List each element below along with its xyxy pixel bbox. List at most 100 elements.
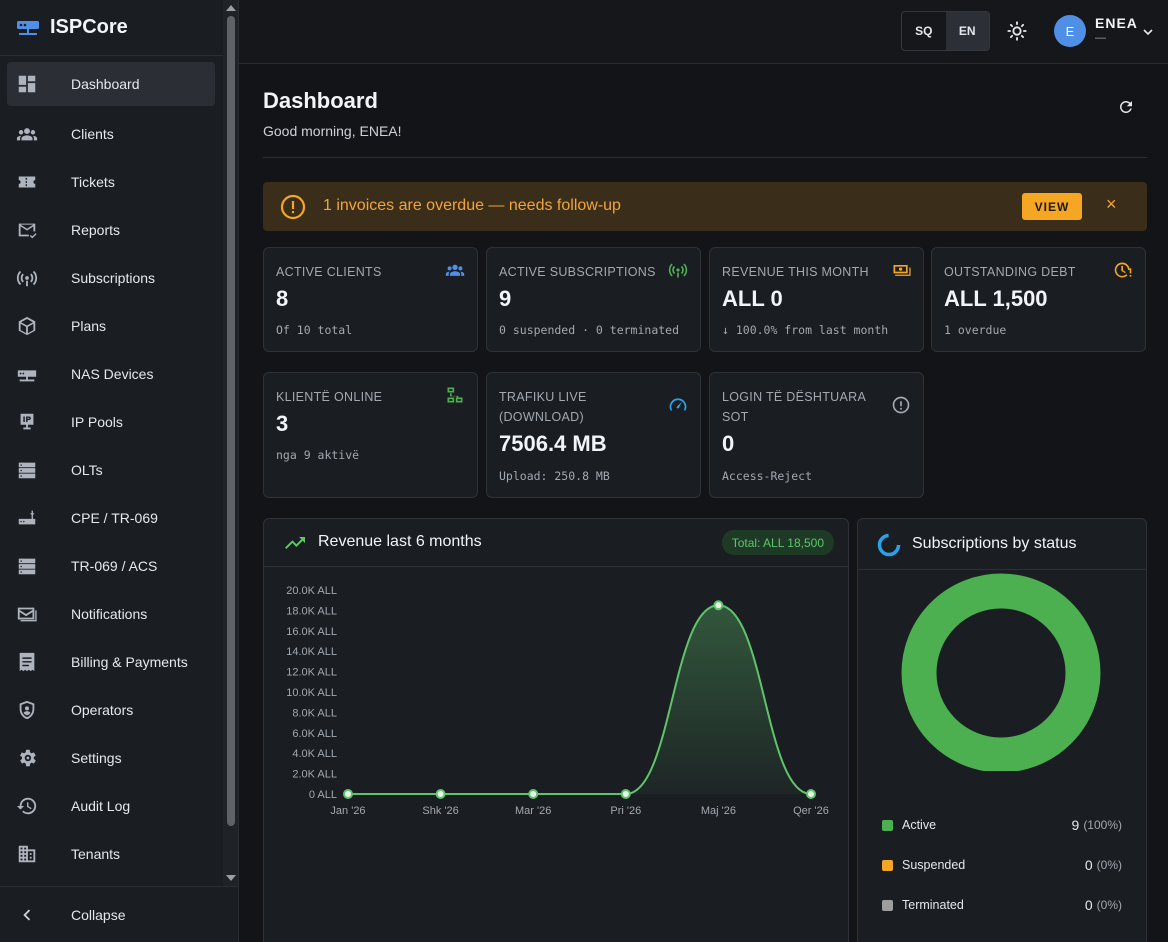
sidebar-item-olts[interactable]: OLTs xyxy=(7,446,215,494)
y-tick-label: 14.0K ALL xyxy=(286,646,337,658)
sidebar-item-label: TR-069 / ACS xyxy=(71,558,158,574)
stat-card-subtext: nga 9 aktivë xyxy=(276,448,360,462)
stat-card-label: KLIENTË ONLINE xyxy=(276,390,383,404)
sidebar-item-operators[interactable]: Operators xyxy=(7,686,215,734)
antenna-icon xyxy=(668,263,688,278)
legend-swatch xyxy=(882,859,893,871)
sidebar-item-ip-pools[interactable]: IP Pools xyxy=(7,398,215,446)
sidebar-item-label: Subscriptions xyxy=(71,270,156,286)
y-tick-label: 8.0K ALL xyxy=(292,707,337,719)
status-donut-chart xyxy=(901,573,1101,771)
sidebar-item-audit-log[interactable]: Audit Log xyxy=(7,782,215,830)
language-switcher: SQ EN xyxy=(901,11,990,51)
stat-card-subtext: Of 10 total xyxy=(276,323,353,337)
x-tick-label: Mar '26 xyxy=(515,805,551,817)
chevron-down-icon[interactable] xyxy=(1143,27,1153,37)
stat-card-subtext: Upload: 250.8 MB xyxy=(499,469,610,483)
network-icon xyxy=(447,387,463,403)
x-tick-label: Qer '26 xyxy=(793,805,829,817)
stat-card-klient-online[interactable]: KLIENTË ONLINE 3 nga 9 aktivë xyxy=(263,372,478,498)
clock-alert-icon xyxy=(1114,262,1132,278)
server-icon xyxy=(15,458,39,482)
stat-card-value: ALL 0 xyxy=(722,286,783,311)
legend-percent: (100%) xyxy=(1083,818,1122,832)
lang-sq-button[interactable]: SQ xyxy=(915,24,933,38)
sidebar-item-label: IP Pools xyxy=(71,414,123,430)
brand[interactable]: ISPCore xyxy=(0,0,238,56)
theme-toggle-sun-icon[interactable] xyxy=(1006,20,1028,42)
receipt-icon xyxy=(15,650,39,674)
users-icon xyxy=(15,122,39,146)
stat-card-value: ALL 1,500 xyxy=(944,286,1048,311)
sidebar-item-cpe-tr-069[interactable]: CPE / TR-069 xyxy=(7,494,215,542)
stat-card-label: ACTIVE CLIENTS xyxy=(276,265,382,279)
cpe-icon xyxy=(15,506,39,530)
legend-percent: (0%) xyxy=(1096,858,1122,872)
sidebar-item-label: Tenants xyxy=(71,846,121,862)
stat-card-active-clients[interactable]: ACTIVE CLIENTS 8 Of 10 total xyxy=(263,247,478,352)
sidebar-item-clients[interactable]: Clients xyxy=(7,110,215,158)
sidebar-scrollbar[interactable] xyxy=(223,0,238,886)
y-tick-label: 4.0K ALL xyxy=(292,748,337,760)
dashboard-icon xyxy=(15,72,39,96)
alert-view-button[interactable]: VIEW xyxy=(1022,193,1082,220)
sidebar-item-tr-069-acs[interactable]: TR-069 / ACS xyxy=(7,542,215,590)
sidebar-item-notifications[interactable]: Notifications xyxy=(7,590,215,638)
sidebar-item-tickets[interactable]: Tickets xyxy=(7,158,215,206)
speedometer-icon xyxy=(669,398,687,411)
stat-card-active-subscriptions[interactable]: ACTIVE SUBSCRIPTIONS 9 0 suspended · 0 ter… xyxy=(486,247,701,352)
revenue-point xyxy=(435,789,446,799)
cash-icon xyxy=(893,265,911,276)
router-icon xyxy=(15,362,39,386)
refresh-icon[interactable] xyxy=(1117,98,1135,116)
sidebar-item-billing-payments[interactable]: Billing & Payments xyxy=(7,638,215,686)
header-divider xyxy=(263,157,1147,158)
sidebar-item-tenants[interactable]: Tenants xyxy=(7,830,215,878)
building-icon xyxy=(15,842,39,866)
stat-card-value: 3 xyxy=(276,411,289,436)
y-tick-label: 6.0K ALL xyxy=(292,728,337,740)
scroll-thumb[interactable] xyxy=(227,16,235,826)
status-panel-title: Subscriptions by status xyxy=(912,535,1077,552)
sidebar-item-reports[interactable]: Reports xyxy=(7,206,215,254)
avatar[interactable]: E xyxy=(1054,15,1086,47)
sidebar-item-settings[interactable]: Settings xyxy=(7,734,215,782)
legend-item-active: Active 9 (100%) xyxy=(882,815,1122,835)
alert-circle-icon xyxy=(280,194,306,220)
lang-en-button[interactable]: EN xyxy=(945,12,989,50)
alert-close-button[interactable]: × xyxy=(1106,194,1117,214)
sidebar-item-label: Billing & Payments xyxy=(71,654,188,670)
y-tick-label: 18.0K ALL xyxy=(286,605,337,617)
history-icon xyxy=(15,794,39,818)
stat-card-login-t-d-shtuara-sot[interactable]: LOGIN TË DËSHTUARA SOT 0 Access-Reject xyxy=(709,372,924,498)
sidebar-item-label: Settings xyxy=(71,750,122,766)
revenue-panel-title: Revenue last 6 months xyxy=(318,533,482,550)
sidebar-item-nas-devices[interactable]: NAS Devices xyxy=(7,350,215,398)
stat-card-trafiku-live-download[interactable]: TRAFIKU LIVE (DOWNLOAD) 7506.4 MB Upload: … xyxy=(486,372,701,498)
sidebar-item-label: Notifications xyxy=(71,606,148,622)
legend-label: Suspended xyxy=(902,858,966,872)
scroll-down-arrow-icon[interactable] xyxy=(226,875,236,881)
legend-item-terminated: Terminated 0 (0%) xyxy=(882,895,1122,915)
sidebar-item-label: OLTs xyxy=(71,462,103,478)
trending-up-icon xyxy=(285,537,305,549)
mail-icon xyxy=(15,602,39,626)
donut-slice-active xyxy=(901,573,1101,771)
revenue-area xyxy=(348,605,811,794)
stat-card-revenue-this-month[interactable]: REVENUE THIS MONTH ALL 0 ↓ 100.0% from las… xyxy=(709,247,924,352)
sidebar-item-dashboard[interactable]: Dashboard xyxy=(7,62,215,106)
stat-card-outstanding-debt[interactable]: OUTSTANDING DEBT ALL 1,500 1 overdue xyxy=(931,247,1146,352)
brand-name: ISPCore xyxy=(50,16,128,38)
stat-card-value: 8 xyxy=(276,286,289,311)
sidebar-nav: Dashboard Clients Tickets Reports Subscripti… xyxy=(0,62,222,878)
sidebar-item-plans[interactable]: Plans xyxy=(7,302,215,350)
sidebar-item-label: Reports xyxy=(71,222,121,238)
sidebar-item-label: Audit Log xyxy=(71,798,131,814)
scroll-up-arrow-icon[interactable] xyxy=(226,5,236,11)
collapse-button[interactable]: Collapse xyxy=(0,886,239,942)
x-tick-label: Pri '26 xyxy=(610,805,641,817)
user-name[interactable]: ENEA xyxy=(1095,15,1138,31)
sidebar-item-label: NAS Devices xyxy=(71,366,154,382)
revenue-panel: Revenue last 6 months Total: ALL 18,500 … xyxy=(263,518,849,942)
sidebar-item-subscriptions[interactable]: Subscriptions xyxy=(7,254,215,302)
